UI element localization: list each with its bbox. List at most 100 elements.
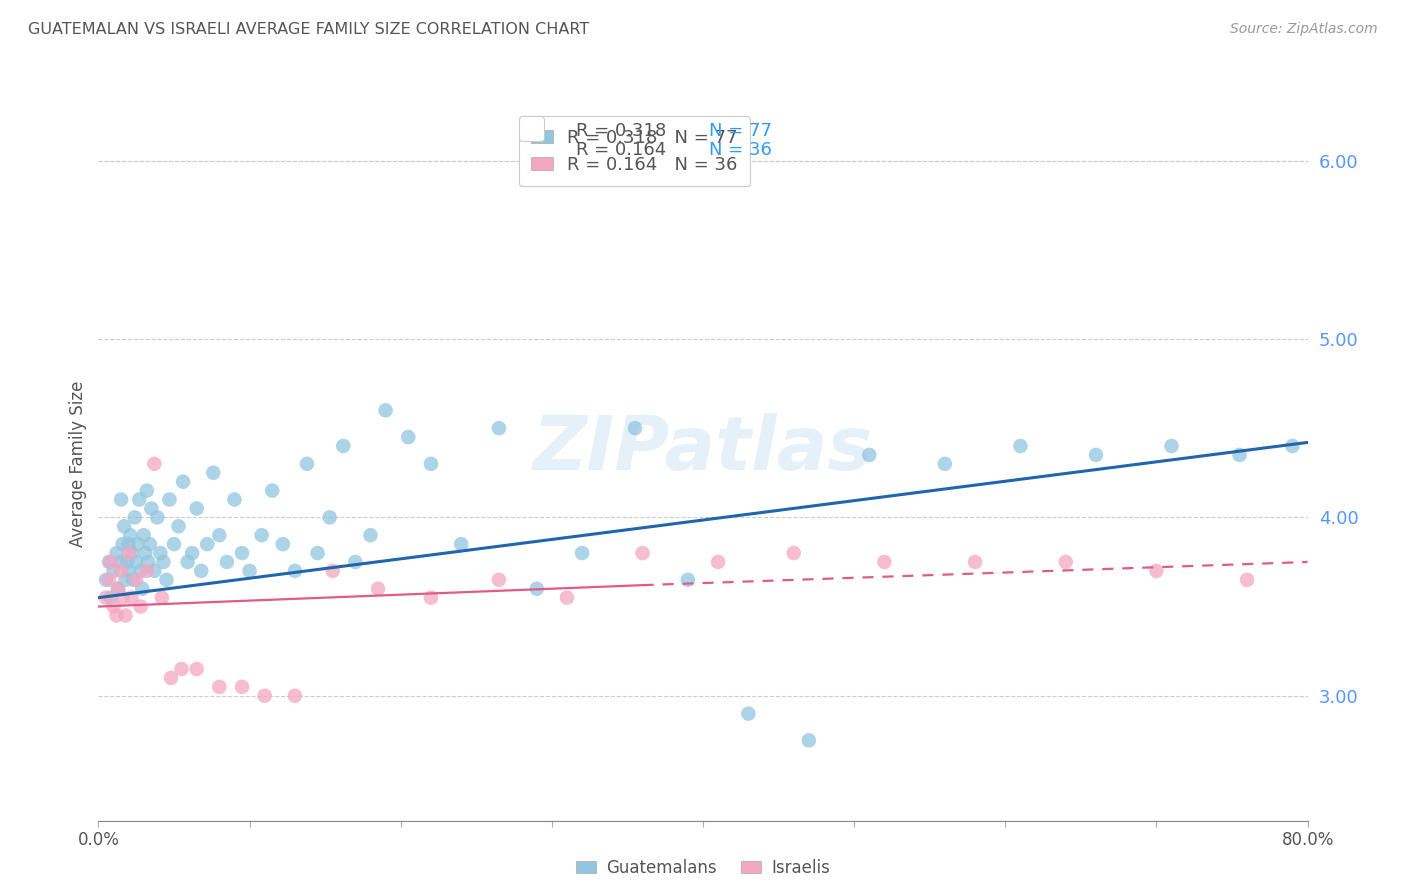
Point — [202, 466, 225, 480]
Point — [676, 573, 699, 587]
Point — [195, 537, 218, 551]
Point — [132, 528, 155, 542]
Point — [420, 591, 443, 605]
Point — [127, 537, 149, 551]
Point — [1085, 448, 1108, 462]
Point — [129, 599, 152, 614]
Point — [160, 671, 183, 685]
Point — [121, 591, 143, 605]
Point — [94, 573, 117, 587]
Point — [239, 564, 262, 578]
Point — [105, 546, 128, 560]
Point — [284, 689, 307, 703]
Point — [172, 475, 194, 489]
Point — [797, 733, 820, 747]
Point — [122, 573, 145, 587]
Point — [186, 501, 208, 516]
Point — [344, 555, 367, 569]
Point — [103, 564, 125, 578]
Point — [783, 546, 806, 560]
Point — [152, 555, 174, 569]
Point — [450, 537, 472, 551]
Point — [624, 421, 647, 435]
Point — [129, 564, 152, 578]
Text: R = 0.164: R = 0.164 — [576, 141, 666, 159]
Point — [124, 510, 146, 524]
Point — [163, 537, 186, 551]
Point — [488, 421, 510, 435]
Point — [159, 492, 181, 507]
Point — [98, 555, 121, 569]
Point — [307, 546, 329, 560]
Point — [295, 457, 318, 471]
Point — [135, 483, 157, 498]
Point — [360, 528, 382, 542]
Point — [146, 510, 169, 524]
Point — [125, 555, 148, 569]
Point — [98, 573, 121, 587]
Point — [139, 537, 162, 551]
Point — [631, 546, 654, 560]
Point — [135, 564, 157, 578]
Point — [134, 546, 156, 560]
Point — [965, 555, 987, 569]
Point — [112, 519, 135, 533]
Point — [143, 564, 166, 578]
Text: N = 77: N = 77 — [709, 121, 772, 139]
Point — [374, 403, 396, 417]
Point — [94, 591, 117, 605]
Point — [110, 555, 132, 569]
Point — [1229, 448, 1251, 462]
Point — [114, 608, 136, 623]
Point — [1160, 439, 1182, 453]
Point — [190, 564, 212, 578]
Point — [707, 555, 730, 569]
Point — [231, 680, 253, 694]
Point — [488, 573, 510, 587]
Point — [1010, 439, 1032, 453]
Point — [318, 510, 340, 524]
Point — [105, 608, 128, 623]
Legend:  — [519, 116, 544, 141]
Point — [367, 582, 389, 596]
Point — [128, 492, 150, 507]
Point — [143, 457, 166, 471]
Point — [250, 528, 273, 542]
Point — [555, 591, 578, 605]
Y-axis label: Average Family Size: Average Family Size — [69, 381, 87, 547]
Point — [103, 599, 125, 614]
Point — [120, 528, 142, 542]
Point — [110, 492, 132, 507]
Text: GUATEMALAN VS ISRAELI AVERAGE FAMILY SIZE CORRELATION CHART: GUATEMALAN VS ISRAELI AVERAGE FAMILY SIZ… — [28, 22, 589, 37]
Point — [111, 537, 134, 551]
Point — [170, 662, 193, 676]
Point — [1144, 564, 1167, 578]
Point — [934, 457, 956, 471]
Point — [737, 706, 759, 721]
Point — [131, 582, 153, 596]
Point — [208, 528, 231, 542]
Point — [118, 537, 141, 551]
Point — [420, 457, 443, 471]
Point — [107, 582, 129, 596]
Point — [176, 555, 198, 569]
Point — [271, 537, 294, 551]
Point — [100, 555, 122, 569]
Point — [873, 555, 896, 569]
Point — [110, 564, 132, 578]
Point — [1236, 573, 1258, 587]
Point — [118, 546, 141, 560]
Point — [262, 483, 284, 498]
Point — [284, 564, 307, 578]
Point — [107, 582, 129, 596]
Point — [1054, 555, 1077, 569]
Text: ZIPatlas: ZIPatlas — [533, 413, 873, 486]
Point — [125, 573, 148, 587]
Text: R = 0.318: R = 0.318 — [576, 121, 666, 139]
Point — [121, 546, 143, 560]
Point — [224, 492, 246, 507]
Point — [114, 573, 136, 587]
Point — [181, 546, 204, 560]
Point — [118, 564, 141, 578]
Point — [136, 555, 159, 569]
